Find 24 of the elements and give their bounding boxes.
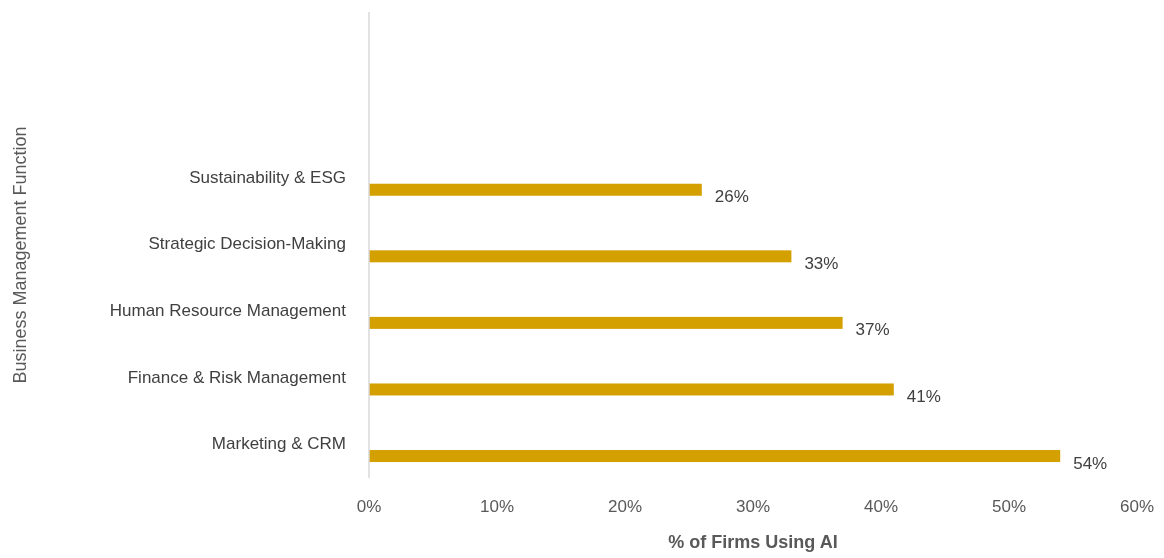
y-tick-label: Human Resource Management [109, 301, 347, 321]
data-label: 33% [804, 253, 839, 273]
y-tick-label: Strategic Decision-Making [148, 234, 346, 254]
x-tick-label: 20% [607, 497, 643, 517]
x-tick-label: 40% [863, 497, 899, 517]
y-tick-label: Marketing & CRM [211, 434, 346, 454]
x-tick-label: 30% [735, 497, 771, 517]
y-axis-title: Business Management Function [10, 126, 30, 384]
x-axis-title: % of Firms Using AI [668, 532, 838, 552]
data-label: 37% [855, 320, 890, 340]
data-label: 54% [1073, 453, 1108, 473]
bar [369, 250, 792, 263]
bar [369, 450, 1061, 463]
y-tick-label: Finance & Risk Management [127, 367, 347, 387]
bar [369, 383, 894, 396]
bar [369, 316, 843, 329]
x-tick-label: 10% [479, 497, 515, 517]
x-tick-label: 0% [356, 497, 382, 517]
x-tick-label: 50% [991, 497, 1027, 517]
x-tick-label: 60% [1119, 497, 1155, 517]
data-label: 41% [906, 386, 941, 406]
y-tick-label: Sustainability & ESG [189, 167, 346, 187]
bar [369, 183, 702, 196]
data-label: 26% [714, 187, 749, 207]
